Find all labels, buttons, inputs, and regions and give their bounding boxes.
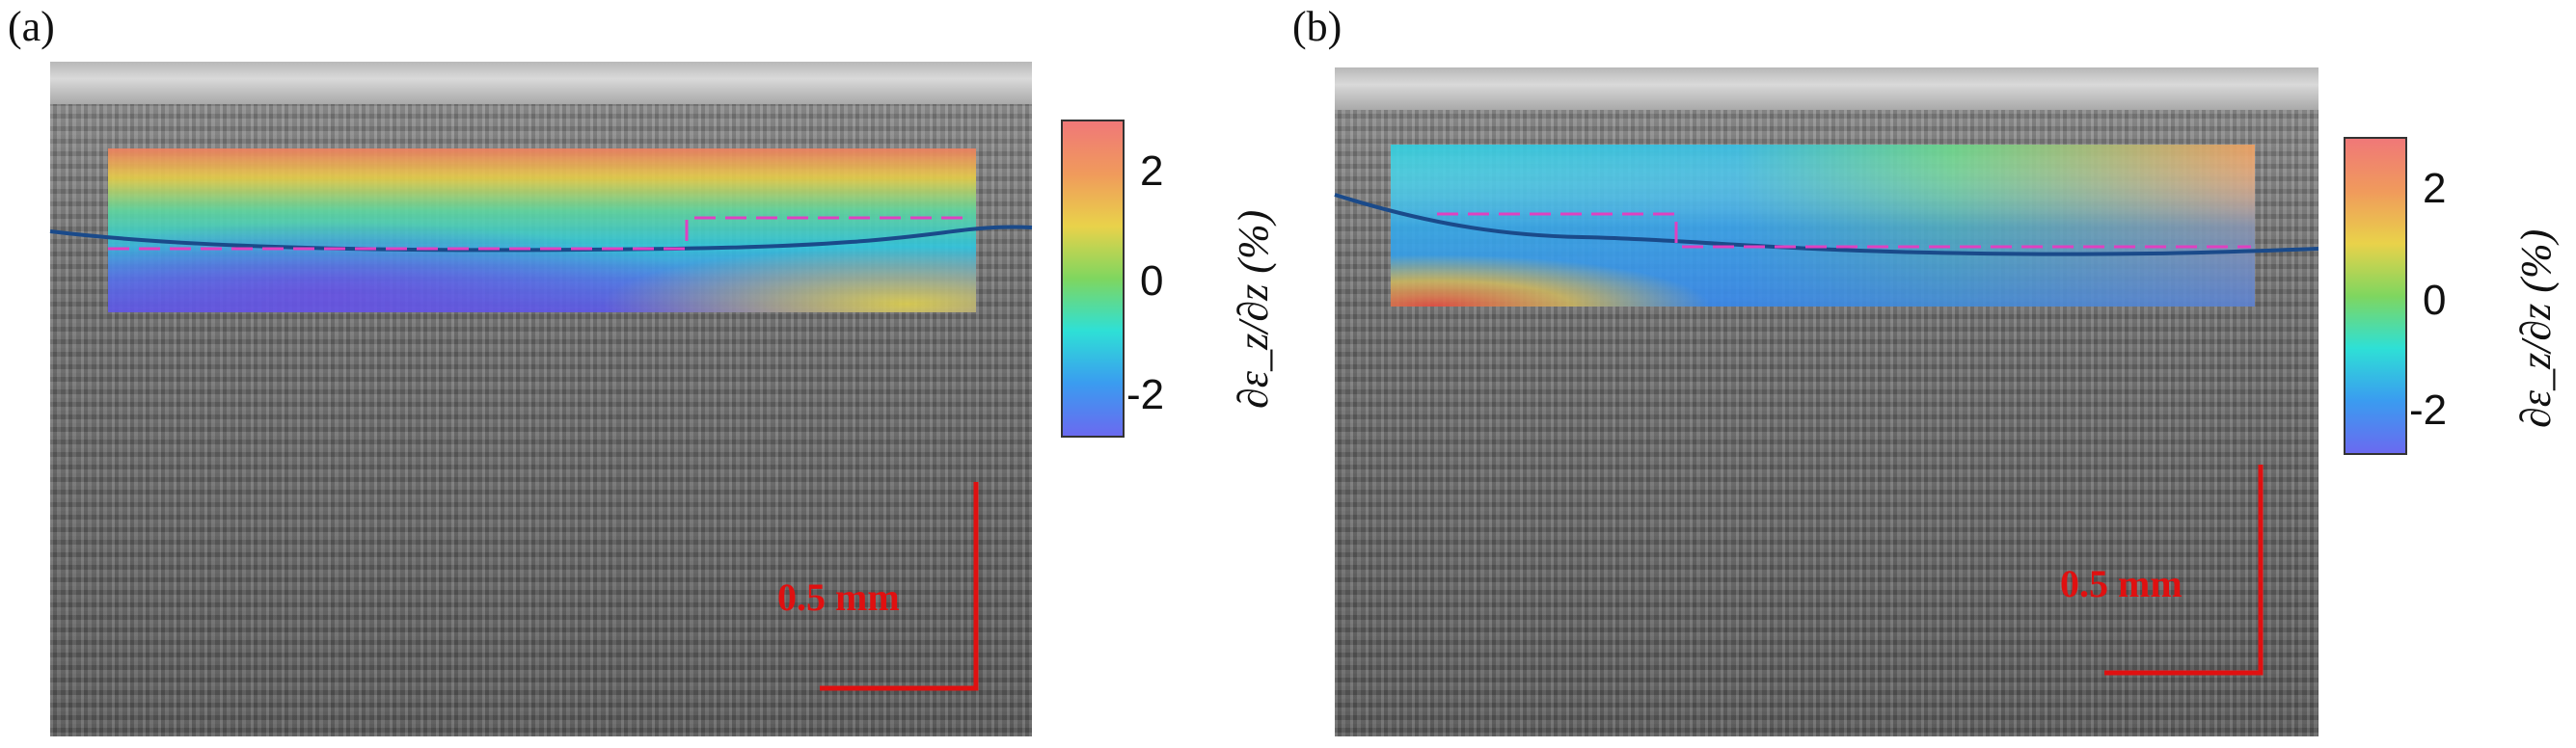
colorbar-a-tick-mid: 0 bbox=[1140, 257, 1164, 305]
colorbar-b-tick-top: 2 bbox=[2423, 165, 2447, 212]
strain-a-tensile-region bbox=[108, 148, 976, 312]
colorbar-a-tick-bottom: -2 bbox=[1126, 371, 1165, 418]
colorbar-a-title: ∂ε_z/∂z (%) bbox=[1230, 209, 1277, 409]
scalebar-b-label: 0.5 mm bbox=[2060, 562, 2183, 605]
colorbar-b-tick-mid: 0 bbox=[2423, 277, 2447, 324]
colorbar-a bbox=[1061, 120, 1125, 438]
panel-b-label: (b) bbox=[1292, 3, 1342, 50]
oct-surface-band-b bbox=[1335, 67, 2318, 110]
colorbar-b bbox=[2344, 137, 2407, 455]
colorbar-b-tick-bottom: -2 bbox=[2409, 387, 2448, 434]
scalebar-a-label: 0.5 mm bbox=[777, 575, 900, 619]
oct-surface-band-a bbox=[50, 62, 1032, 104]
strain-map-b bbox=[1391, 145, 2255, 307]
strain-map-a bbox=[108, 148, 976, 312]
colorbar-a-tick-top: 2 bbox=[1140, 147, 1164, 195]
panel-a-label: (a) bbox=[8, 3, 55, 50]
strain-map-b-svg bbox=[1391, 145, 2255, 307]
strain-b-tensile-region bbox=[1391, 145, 2255, 307]
strain-map-a-svg bbox=[108, 148, 976, 312]
colorbar-b-title: ∂ε_z/∂z (%) bbox=[2512, 228, 2560, 428]
